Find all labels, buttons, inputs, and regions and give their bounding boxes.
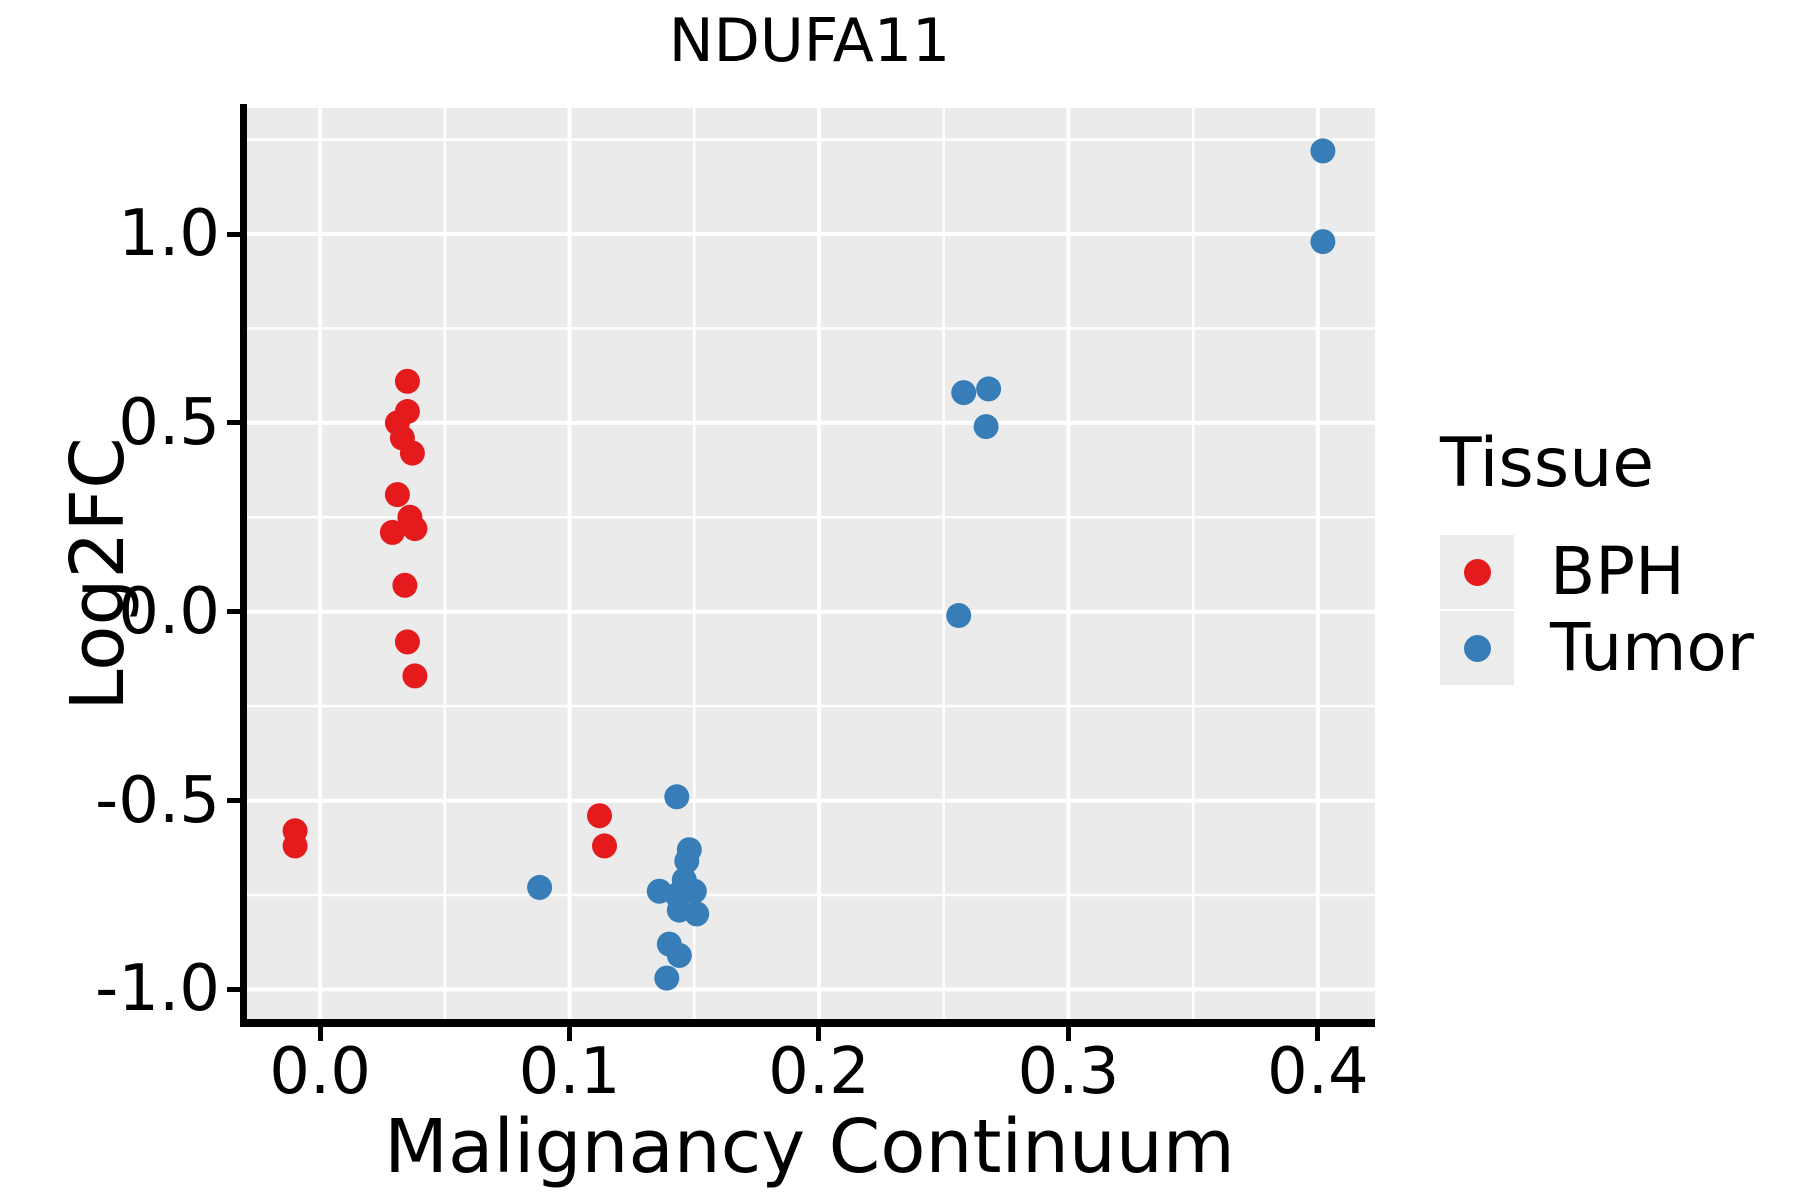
data-point-bph <box>402 516 428 542</box>
data-point-tumor <box>973 414 999 440</box>
data-point-tumor <box>976 376 1002 402</box>
x-tick-mark <box>816 1027 822 1041</box>
data-point-bph <box>282 833 308 859</box>
y-tick-label: 0.0 <box>118 574 220 649</box>
data-point-bph <box>394 368 420 394</box>
data-point-tumor <box>654 965 680 991</box>
y-tick-label: 0.5 <box>118 385 220 460</box>
y-tick-mark <box>227 231 241 237</box>
data-point-tumor <box>684 901 710 927</box>
data-point-tumor <box>674 848 700 874</box>
x-tick-label: 0.0 <box>269 1035 371 1109</box>
y-tick-label: -1.0 <box>95 952 220 1027</box>
legend-key-bph <box>1440 535 1514 609</box>
y-tick-mark <box>227 420 241 426</box>
chart-title: NDUFA11 <box>668 6 951 76</box>
x-tick-mark <box>1065 1027 1071 1041</box>
y-axis-spine <box>240 104 247 1027</box>
legend: Tissue BPH Tumor <box>1440 424 1800 686</box>
data-point-tumor <box>527 874 553 900</box>
legend-key-tumor <box>1440 611 1514 685</box>
data-point-tumor <box>946 603 972 628</box>
legend-item-bph: BPH <box>1440 534 1800 610</box>
data-point-tumor <box>666 942 692 968</box>
data-point-bph <box>392 572 418 598</box>
legend-title: Tissue <box>1440 424 1655 503</box>
data-point-bph <box>394 629 420 655</box>
y-tick-label: -0.5 <box>95 763 220 838</box>
x-tick-label: 0.1 <box>518 1035 621 1109</box>
legend-item-tumor: Tumor <box>1440 610 1800 686</box>
x-axis-label: Malignancy Continuum <box>384 1104 1235 1190</box>
data-point-tumor <box>951 380 977 406</box>
y-axis-label: Log2FC <box>55 437 141 711</box>
data-point-bph <box>402 663 428 689</box>
data-point-tumor <box>1310 229 1336 255</box>
y-tick-mark <box>227 798 241 804</box>
data-point-bph <box>379 519 405 545</box>
x-tick-label: 0.3 <box>1017 1035 1120 1109</box>
legend-label-bph: BPH <box>1550 533 1685 610</box>
plot-panel <box>244 108 1375 1023</box>
x-tick-label: 0.2 <box>768 1035 870 1109</box>
data-point-bph <box>587 803 612 829</box>
y-tick-mark <box>227 609 241 615</box>
data-point-bph <box>399 440 425 466</box>
x-tick-mark <box>1315 1027 1321 1041</box>
x-tick-label: 0.4 <box>1266 1035 1369 1109</box>
bph-marker-icon <box>1463 558 1491 586</box>
data-point-bph <box>592 833 617 859</box>
legend-label-tumor: Tumor <box>1550 609 1754 686</box>
y-tick-mark <box>227 986 241 992</box>
x-tick-mark <box>317 1027 323 1041</box>
data-point-bph <box>384 482 410 508</box>
y-tick-label: 1.0 <box>118 197 220 271</box>
scatter-canvas <box>244 108 1375 1023</box>
x-tick-mark <box>567 1027 573 1041</box>
x-axis-spine <box>240 1019 1375 1027</box>
data-point-tumor <box>681 878 707 904</box>
tumor-marker-icon <box>1463 634 1491 662</box>
data-point-tumor <box>1310 138 1336 164</box>
data-point-tumor <box>664 784 690 810</box>
